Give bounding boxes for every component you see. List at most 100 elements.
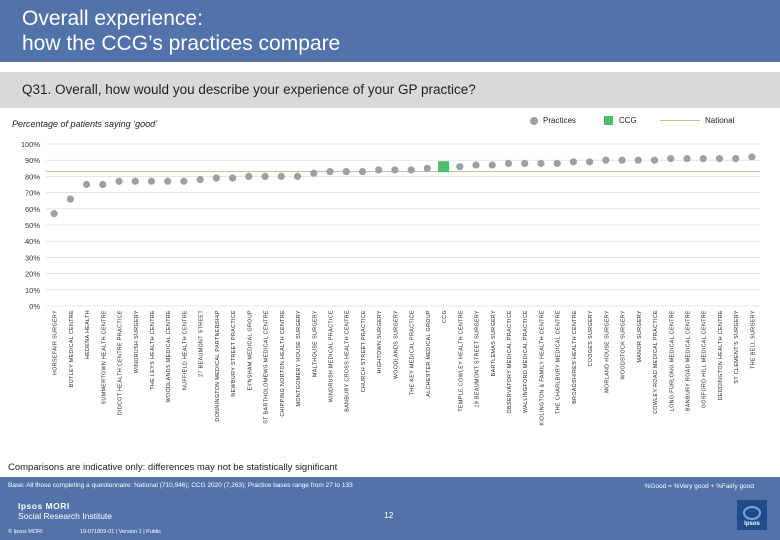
practice-point [131,177,139,185]
x-tick-label: HORSEFAIR SURGERY [53,310,59,375]
ipsos-logo-icon: Ipsos [737,500,767,530]
practice-point [66,195,74,203]
x-tick-label: 19 BEAUMONT STREET SURGERY [475,310,481,408]
x-tick-label: DONNINGTON MEDICAL PARTNERSHIP [215,310,221,422]
practice-point [180,177,188,185]
practice-point [683,154,691,163]
x-tick-label: CHIPPING NORTON HEALTH CENTRE [280,310,286,417]
x-tick-labels: HORSEFAIR SURGERY BOTLEY MEDICAL CENTRE HE… [53,310,757,426]
chart-points [50,153,756,218]
practice-dot-icon [530,116,538,125]
practice-point [748,153,756,161]
x-tick-label: SUMMERTOWN HEALTH CENTRE [101,310,107,404]
practice-point [569,158,577,166]
x-tick-label: THE CHARLBURY MEDICAL CENTRE [556,310,562,414]
x-tick-label: LONG FURLONG MEDICAL CENTRE [669,310,675,411]
x-tick-label: BARTLEMAS SURGERY [491,310,497,376]
practice-point [310,169,318,177]
x-tick-label: ST CLEMENT'S SURGERY [734,310,740,384]
chart-grid: 0% 10% 20% 30% 40% 50% 60% 70% 80% 90% 100% [21,140,760,311]
logo-line1: Ipsos MORI [18,501,70,511]
x-tick-label: HIGHTOWN SURGERY [377,310,383,373]
x-tick-label: CHURCH STREET PRACTICE [361,310,367,392]
y-tick-label: 70% [25,189,40,198]
practice-point [667,154,675,163]
legend-practices-label: Practices [543,116,576,125]
y-tick-label: 0% [29,302,40,311]
job-number: 19-071809-01 | Version 1 | Public [80,529,162,535]
practice-point [229,174,237,182]
ccg-point [438,161,450,173]
practice-point [732,154,740,163]
x-tick-label: DIDCOT HEALTH CENTRE PRACTICE [118,310,124,415]
practice-point [212,174,220,182]
practice-point [407,166,415,174]
national-line-icon [660,120,700,121]
x-tick-label: NUFFIELD HEALTH CENTRE [182,310,188,390]
good-formula: %Good = %Very good + %Fairly good [644,483,754,490]
y-tick-label: 10% [25,286,40,295]
x-tick-label: THE LEYS HEALTH CENTRE [150,310,156,390]
practice-point [553,159,561,168]
practice-point [375,166,383,174]
base-note: Base: All those completing a questionnai… [8,482,353,489]
y-tick-label: 20% [25,270,40,279]
practice-point [358,167,367,176]
practice-point [99,180,107,189]
x-tick-label: WOODSTOCK SURGERY [621,310,627,380]
chart-subtitle: Percentage of patients saying ‘good’ [12,119,158,129]
question-bar: Q31. Overall, how would you describe you… [0,72,780,108]
practice-point [488,161,496,169]
x-tick-label: COOGES SURGERY [588,310,594,366]
ipsos-mori-logo: Ipsos MORI Social Research Institute [18,501,112,521]
legend-national: National [660,116,734,125]
legend-national-label: National [705,116,735,125]
x-tick-label: DEDDINGTON HEALTH CENTRE [718,310,724,400]
header-banner: Overall experience: how the CCG’s practi… [0,0,780,62]
x-tick-label: NEWBURY STREET PRACTICE [231,310,237,397]
y-tick-label: 50% [25,221,40,230]
disclaimer: Comparisons are indicative only: differe… [8,462,338,473]
x-tick-label: MORLAND HOUSE SURGERY [604,310,610,393]
y-tick-label: 40% [25,237,40,246]
page-title: Overall experience: how the CCG’s practi… [22,7,341,55]
x-tick-label: THE BELL SURGERY [750,310,756,369]
x-tick-label: CCG [442,310,448,323]
practice-point [391,166,399,174]
y-tick-label: 30% [25,253,40,262]
practice-point [618,156,626,164]
chart-plot: 0% 10% 20% 30% 40% 50% 60% 70% 80% 90% 100% HORSEF… [21,140,760,426]
x-tick-label: BROADSHIRES HEALTH CENTRE [572,310,578,404]
question-text: Q31. Overall, how would you describe you… [22,82,476,97]
practice-point [164,177,172,185]
x-tick-label: ST BARTHOLOMEWS MEDICAL CENTRE [264,310,270,424]
copyright: © Ipsos MORI [8,529,43,535]
x-tick-label: MALTHOUSE SURGERY [312,310,318,377]
y-tick-label: 80% [25,172,40,181]
x-tick-label: THE KEY MEDICAL PRACTICE [410,310,416,395]
x-tick-label: WALLINGFORD MEDICAL PRACTICE [523,310,529,413]
practice-point [586,158,594,166]
practice-point [650,156,659,164]
chart-legend: Practices CCG National [520,116,770,130]
practice-point [245,172,253,180]
practice-point [521,159,529,168]
x-tick-label: WOODLANDS MEDICAL CENTRE [166,310,172,402]
practice-point [602,156,610,164]
x-tick-label: MONTGOMERY HOUSE SURGERY [296,310,302,406]
y-tick-label: 100% [21,140,41,149]
practice-point [715,154,724,163]
x-tick-label: KIDLINGTON & FAMILY HEALTH CENTRE [539,310,545,426]
x-tick-label: TEMPLE COWLEY HEALTH CENTRE [458,310,464,412]
footer: Base: All those completing a questionnai… [0,477,780,540]
x-tick-label: MANOR SURGERY [637,310,643,363]
practice-point [261,172,269,180]
practice-point [456,163,464,171]
header-divider [0,62,780,72]
ccg-square-icon [604,116,613,125]
practice-point [196,176,204,184]
y-tick-label: 60% [25,205,40,214]
legend-practices: Practices [530,116,576,125]
practice-point [50,210,58,218]
practice-point [634,156,642,164]
